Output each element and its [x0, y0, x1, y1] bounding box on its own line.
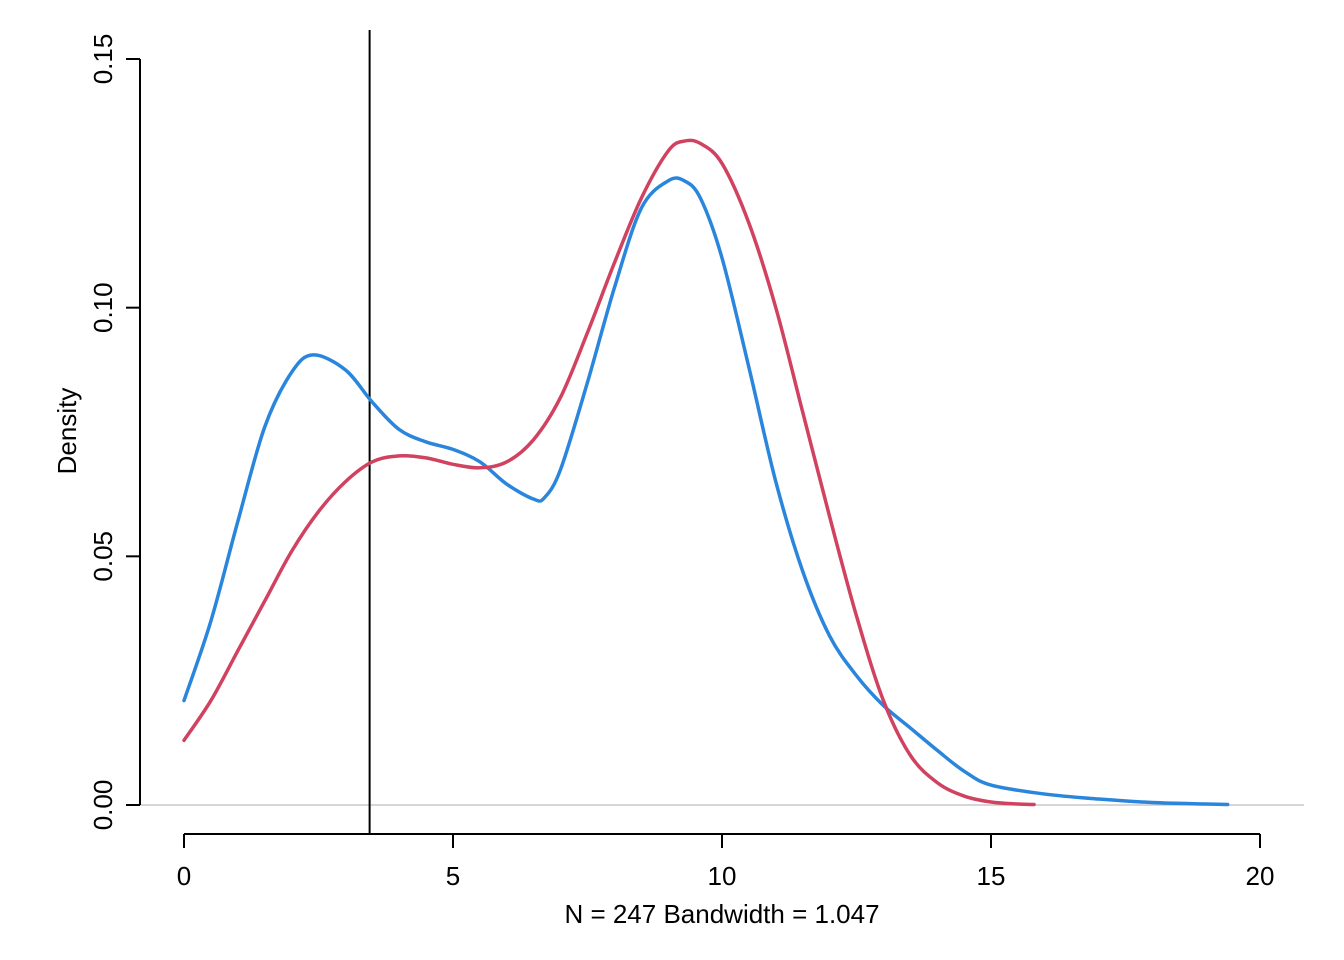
plot-area — [140, 30, 1304, 834]
y-tick-label: 0.00 — [88, 780, 118, 831]
y-tick-label: 0.10 — [88, 282, 118, 333]
x-tick-label: 10 — [708, 861, 737, 891]
x-tick-label: 20 — [1246, 861, 1275, 891]
x-tick-label: 15 — [977, 861, 1006, 891]
density-curve-2 — [182, 138, 1036, 807]
y-tick-label: 0.15 — [88, 34, 118, 85]
y-tick-label: 0.05 — [88, 531, 118, 582]
x-axis-title: N = 247 Bandwidth = 1.047 — [564, 899, 879, 929]
x-tick-label: 5 — [446, 861, 460, 891]
density-curve-1 — [182, 176, 1230, 807]
y-axis-title: Density — [52, 388, 82, 475]
x-tick-label: 0 — [177, 861, 191, 891]
axes: 0 5 10 15 20 0.00 0.05 0.10 0.15 — [88, 34, 1274, 891]
